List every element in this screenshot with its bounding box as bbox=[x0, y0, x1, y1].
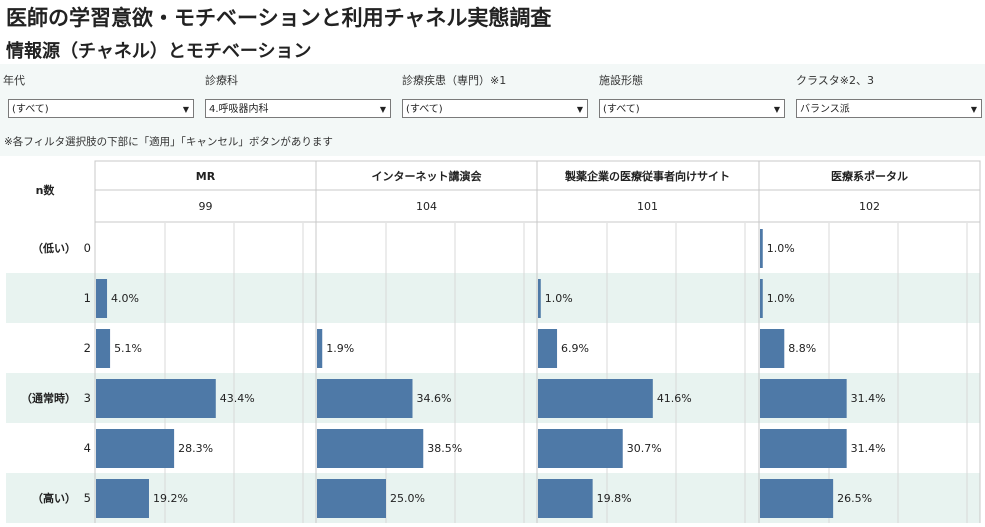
data-label: 19.2% bbox=[153, 492, 188, 505]
filter-department-label: 診療科 bbox=[205, 74, 238, 87]
filter-facility: 施設形態 (すべて) ▼ bbox=[599, 72, 785, 118]
chevron-down-icon: ▼ bbox=[576, 105, 583, 114]
data-label: 1.0% bbox=[545, 292, 573, 305]
row-label: 3 bbox=[84, 391, 91, 405]
page-title: 医師の学習意欲・モチベーションと利用チャネル実態調査 bbox=[6, 6, 552, 30]
bar bbox=[760, 479, 834, 518]
chevron-down-icon: ▼ bbox=[970, 105, 977, 114]
bar bbox=[317, 479, 386, 518]
bar bbox=[96, 479, 149, 518]
bar bbox=[760, 279, 763, 318]
filter-age-value: (すべて) bbox=[12, 104, 49, 115]
panel-header: MR bbox=[196, 170, 216, 183]
data-label: 25.0% bbox=[390, 492, 425, 505]
data-label: 38.5% bbox=[427, 442, 462, 455]
data-label: 5.1% bbox=[114, 342, 142, 355]
data-label: 1.0% bbox=[767, 292, 795, 305]
bar bbox=[760, 429, 847, 468]
data-label: 1.9% bbox=[326, 342, 354, 355]
bar bbox=[760, 379, 847, 418]
panel-header: 製薬企業の医療従事者向けサイト bbox=[564, 169, 730, 183]
n-count-label: n数 bbox=[36, 183, 56, 197]
panel-header: インターネット講演会 bbox=[372, 169, 483, 183]
filter-department: 診療科 4.呼吸器内科 ▼ bbox=[205, 72, 391, 118]
bar bbox=[538, 479, 593, 518]
bar bbox=[317, 429, 424, 468]
filter-age-select[interactable]: (すべて) ▼ bbox=[8, 99, 194, 118]
filter-age: 年代 (すべて) ▼ bbox=[3, 72, 194, 118]
bar bbox=[96, 279, 108, 318]
filter-facility-select[interactable]: (すべて) ▼ bbox=[599, 99, 785, 118]
bar bbox=[317, 329, 323, 368]
data-label: 34.6% bbox=[416, 392, 451, 405]
filter-facility-label: 施設形態 bbox=[599, 74, 643, 87]
bar bbox=[538, 379, 653, 418]
row-label: 5 bbox=[84, 491, 91, 505]
row-label-qualifier: （高い） bbox=[32, 491, 76, 505]
chevron-down-icon: ▼ bbox=[379, 105, 386, 114]
filter-department-select[interactable]: 4.呼吸器内科 ▼ bbox=[205, 99, 391, 118]
data-label: 43.4% bbox=[220, 392, 255, 405]
row-label: 0 bbox=[84, 241, 91, 255]
data-label: 31.4% bbox=[851, 442, 886, 455]
data-label: 26.5% bbox=[837, 492, 872, 505]
filter-cluster: クラスタ※2、3 バランス派 ▼ bbox=[796, 72, 982, 118]
data-label: 8.8% bbox=[788, 342, 816, 355]
row-label-qualifier: （低い） bbox=[32, 241, 76, 255]
row-band bbox=[6, 273, 980, 323]
chevron-down-icon: ▼ bbox=[773, 105, 780, 114]
data-label: 28.3% bbox=[178, 442, 213, 455]
chart: n数MR99インターネット講演会104製薬企業の医療従事者向けサイト101医療系… bbox=[6, 160, 981, 523]
row-label: 1 bbox=[84, 291, 91, 305]
chevron-down-icon: ▼ bbox=[182, 105, 189, 114]
bar bbox=[96, 329, 111, 368]
data-label: 41.6% bbox=[657, 392, 692, 405]
filter-disease-label: 診療疾患（専門）※1 bbox=[402, 74, 507, 87]
panel-n-value: 104 bbox=[416, 200, 437, 213]
bar bbox=[96, 379, 216, 418]
bar bbox=[317, 379, 413, 418]
panel-n-value: 101 bbox=[637, 200, 658, 213]
bar bbox=[760, 329, 785, 368]
row-label-qualifier: （通常時） bbox=[21, 391, 76, 405]
filter-note: ※各フィルタ選択肢の下部に「適用」「キャンセル」ボタンがあります bbox=[4, 136, 333, 148]
filter-age-label: 年代 bbox=[3, 74, 25, 87]
panel-n-value: 102 bbox=[859, 200, 880, 213]
data-label: 30.7% bbox=[627, 442, 662, 455]
bar bbox=[96, 429, 175, 468]
page-subtitle: 情報源（チャネル）とモチベーション bbox=[6, 41, 312, 62]
filter-facility-value: (すべて) bbox=[603, 104, 640, 115]
filter-disease-select[interactable]: (すべて) ▼ bbox=[402, 99, 588, 118]
panel-n-value: 99 bbox=[199, 200, 213, 213]
panel-header: 医療系ポータル bbox=[831, 169, 908, 183]
bar bbox=[538, 329, 558, 368]
data-label: 31.4% bbox=[851, 392, 886, 405]
filter-disease-value: (すべて) bbox=[406, 104, 443, 115]
filter-cluster-value: バランス派 bbox=[800, 104, 850, 115]
bar bbox=[538, 429, 623, 468]
filter-cluster-select[interactable]: バランス派 ▼ bbox=[796, 99, 982, 118]
row-label: 2 bbox=[84, 341, 91, 355]
bar bbox=[538, 279, 541, 318]
data-label: 19.8% bbox=[597, 492, 632, 505]
filter-panel: 年代 (すべて) ▼ 診療科 4.呼吸器内科 ▼ 診療疾患（専門）※1 (すべて… bbox=[0, 64, 985, 156]
filter-cluster-label: クラスタ※2、3 bbox=[796, 74, 874, 87]
data-label: 6.9% bbox=[561, 342, 589, 355]
bar bbox=[760, 229, 763, 268]
row-label: 4 bbox=[84, 441, 91, 455]
filter-department-value: 4.呼吸器内科 bbox=[209, 104, 269, 115]
filter-disease: 診療疾患（専門）※1 (すべて) ▼ bbox=[402, 72, 588, 118]
data-label: 1.0% bbox=[767, 242, 795, 255]
data-label: 4.0% bbox=[111, 292, 139, 305]
